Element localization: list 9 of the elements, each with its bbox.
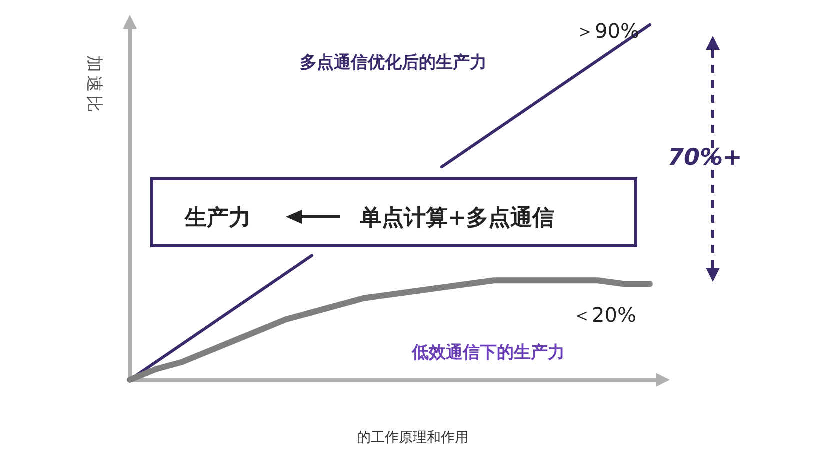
annotation: 单点计算+多点通信 <box>359 206 554 231</box>
annotation: 生产力 <box>184 205 251 231</box>
y-axis-title: 加速比 <box>84 56 104 112</box>
annotation: ＜20% <box>572 303 636 327</box>
annotation: ＞90% <box>575 19 640 43</box>
text: 低效通信下的生产力 <box>411 343 565 363</box>
text: 70%+ <box>668 145 742 171</box>
text: 的工作原理和作用 <box>357 430 469 446</box>
text: 多点通信优化后的生产力 <box>300 53 487 73</box>
